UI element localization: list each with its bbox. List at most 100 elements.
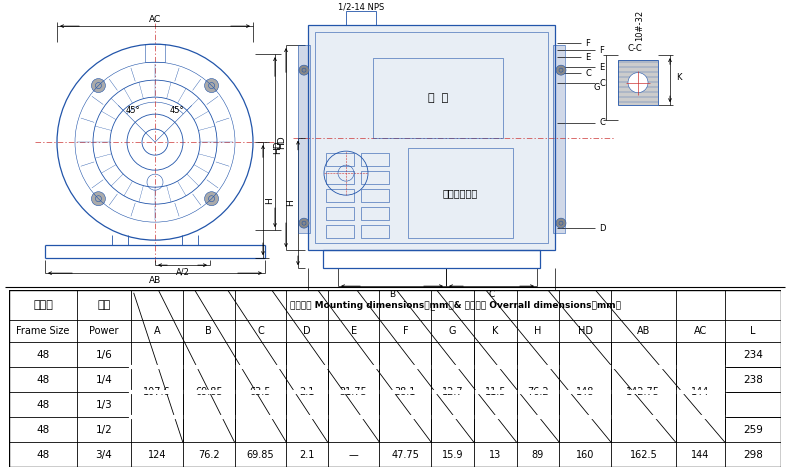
Text: E: E xyxy=(351,326,356,336)
Text: 76.2: 76.2 xyxy=(527,388,549,397)
Circle shape xyxy=(205,192,219,206)
Text: AC: AC xyxy=(694,326,707,336)
Text: 47.75: 47.75 xyxy=(391,450,419,460)
Bar xyxy=(308,25,555,250)
Text: 38.1: 38.1 xyxy=(395,388,416,397)
Text: AB: AB xyxy=(637,326,650,336)
Circle shape xyxy=(92,78,105,93)
Text: 48: 48 xyxy=(36,425,50,435)
Text: A/2: A/2 xyxy=(175,268,190,277)
Text: 安全使用标贴: 安全使用标贴 xyxy=(442,188,478,198)
Text: 2.1: 2.1 xyxy=(299,450,314,460)
Text: 3/4: 3/4 xyxy=(96,450,112,460)
Text: E: E xyxy=(585,53,590,62)
Text: 45°: 45° xyxy=(170,106,184,115)
Text: 259: 259 xyxy=(743,425,762,435)
Text: 160: 160 xyxy=(576,450,594,460)
Text: F: F xyxy=(599,46,604,55)
Bar xyxy=(315,32,548,243)
Text: 功率: 功率 xyxy=(97,300,111,310)
Text: G: G xyxy=(449,326,457,336)
Text: AB: AB xyxy=(149,276,161,285)
Text: 12.7: 12.7 xyxy=(442,388,464,397)
Circle shape xyxy=(205,78,219,93)
Text: B: B xyxy=(205,326,212,336)
Bar xyxy=(361,171,389,184)
Text: H: H xyxy=(534,326,542,336)
Bar xyxy=(408,148,513,238)
Text: F: F xyxy=(585,39,590,48)
Text: L: L xyxy=(429,303,434,312)
Text: 11.5: 11.5 xyxy=(484,388,506,397)
Text: 89: 89 xyxy=(532,450,544,460)
Text: H: H xyxy=(265,197,274,203)
Text: 48: 48 xyxy=(36,375,50,385)
Bar xyxy=(361,189,389,202)
Text: 162.5: 162.5 xyxy=(630,450,657,460)
Text: C: C xyxy=(257,326,264,336)
Bar xyxy=(326,171,354,184)
Text: 142.75: 142.75 xyxy=(626,388,660,397)
Text: H: H xyxy=(287,200,295,206)
Text: 124: 124 xyxy=(148,450,166,460)
Text: 10#-32: 10#-32 xyxy=(635,9,645,41)
Bar xyxy=(553,45,565,233)
Text: 45°: 45° xyxy=(126,106,141,115)
Text: 机座号: 机座号 xyxy=(33,300,53,310)
Text: F: F xyxy=(403,326,408,336)
Text: 48: 48 xyxy=(36,450,50,460)
Text: 1/3: 1/3 xyxy=(96,400,112,410)
Text: K: K xyxy=(676,73,682,82)
Text: G: G xyxy=(593,83,600,92)
Text: 107.6: 107.6 xyxy=(143,388,171,397)
Text: 298: 298 xyxy=(743,450,762,460)
Text: L: L xyxy=(750,326,755,336)
Text: B: B xyxy=(389,290,395,299)
Text: HD: HD xyxy=(577,326,592,336)
Text: 238: 238 xyxy=(743,375,762,385)
Text: 144: 144 xyxy=(691,388,709,397)
Text: 76.2: 76.2 xyxy=(198,450,220,460)
Circle shape xyxy=(299,218,309,228)
Text: D: D xyxy=(599,224,605,233)
Bar xyxy=(326,153,354,166)
Text: 69.85: 69.85 xyxy=(195,388,223,397)
Text: A: A xyxy=(153,326,160,336)
Text: 63.5: 63.5 xyxy=(250,388,271,397)
Text: K: K xyxy=(492,326,498,336)
Bar xyxy=(346,11,376,25)
Text: 69.85: 69.85 xyxy=(246,450,274,460)
Text: HD: HD xyxy=(273,141,283,154)
Circle shape xyxy=(556,65,566,75)
Text: 13: 13 xyxy=(489,450,502,460)
Text: 安装尺寸 Mounting dimensions（mm）& 外形尺寸 Overrall dimensions（mm）: 安装尺寸 Mounting dimensions（mm）& 外形尺寸 Overr… xyxy=(290,301,621,310)
Bar xyxy=(326,225,354,238)
Text: E: E xyxy=(599,63,604,72)
Bar xyxy=(323,250,540,268)
Text: C: C xyxy=(488,290,495,299)
Bar xyxy=(361,153,389,166)
Circle shape xyxy=(628,73,648,93)
Bar xyxy=(618,60,658,105)
Text: 31.75: 31.75 xyxy=(340,388,367,397)
Text: C: C xyxy=(599,118,605,127)
Text: 144: 144 xyxy=(691,450,709,460)
Circle shape xyxy=(556,218,566,228)
Text: C: C xyxy=(585,68,591,77)
Bar xyxy=(373,58,503,138)
Text: HD: HD xyxy=(277,135,287,149)
Text: 1/2: 1/2 xyxy=(96,425,112,435)
Text: C-C: C-C xyxy=(627,43,642,53)
Bar xyxy=(145,44,165,62)
Text: 馓  牌: 馓 牌 xyxy=(428,93,448,103)
Bar xyxy=(326,189,354,202)
Text: 48: 48 xyxy=(36,350,50,360)
Text: 2.1: 2.1 xyxy=(299,388,314,397)
Text: 1/2-14 NPS: 1/2-14 NPS xyxy=(338,3,384,12)
Text: C: C xyxy=(599,79,605,88)
Bar xyxy=(308,25,555,250)
Bar xyxy=(298,45,310,233)
Text: Frame Size: Frame Size xyxy=(17,326,70,336)
Text: —: — xyxy=(348,450,359,460)
Bar xyxy=(361,207,389,220)
